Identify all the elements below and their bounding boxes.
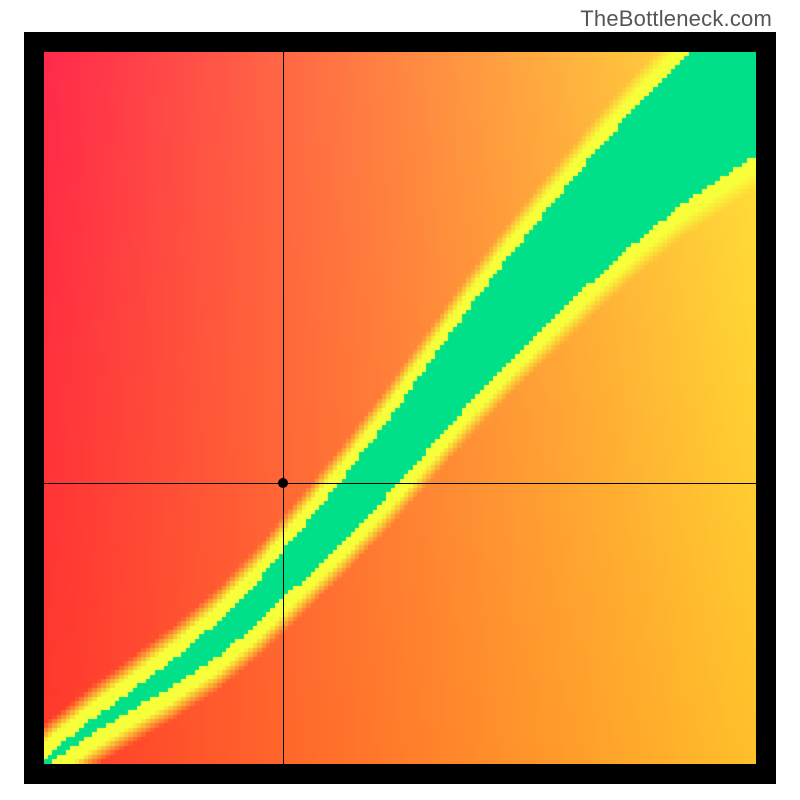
plot-area: [44, 52, 756, 764]
heatmap-canvas: [44, 52, 756, 764]
watermark-text: TheBottleneck.com: [580, 6, 772, 32]
chart-frame: TheBottleneck.com: [0, 0, 800, 800]
plot-black-border: [24, 32, 776, 784]
